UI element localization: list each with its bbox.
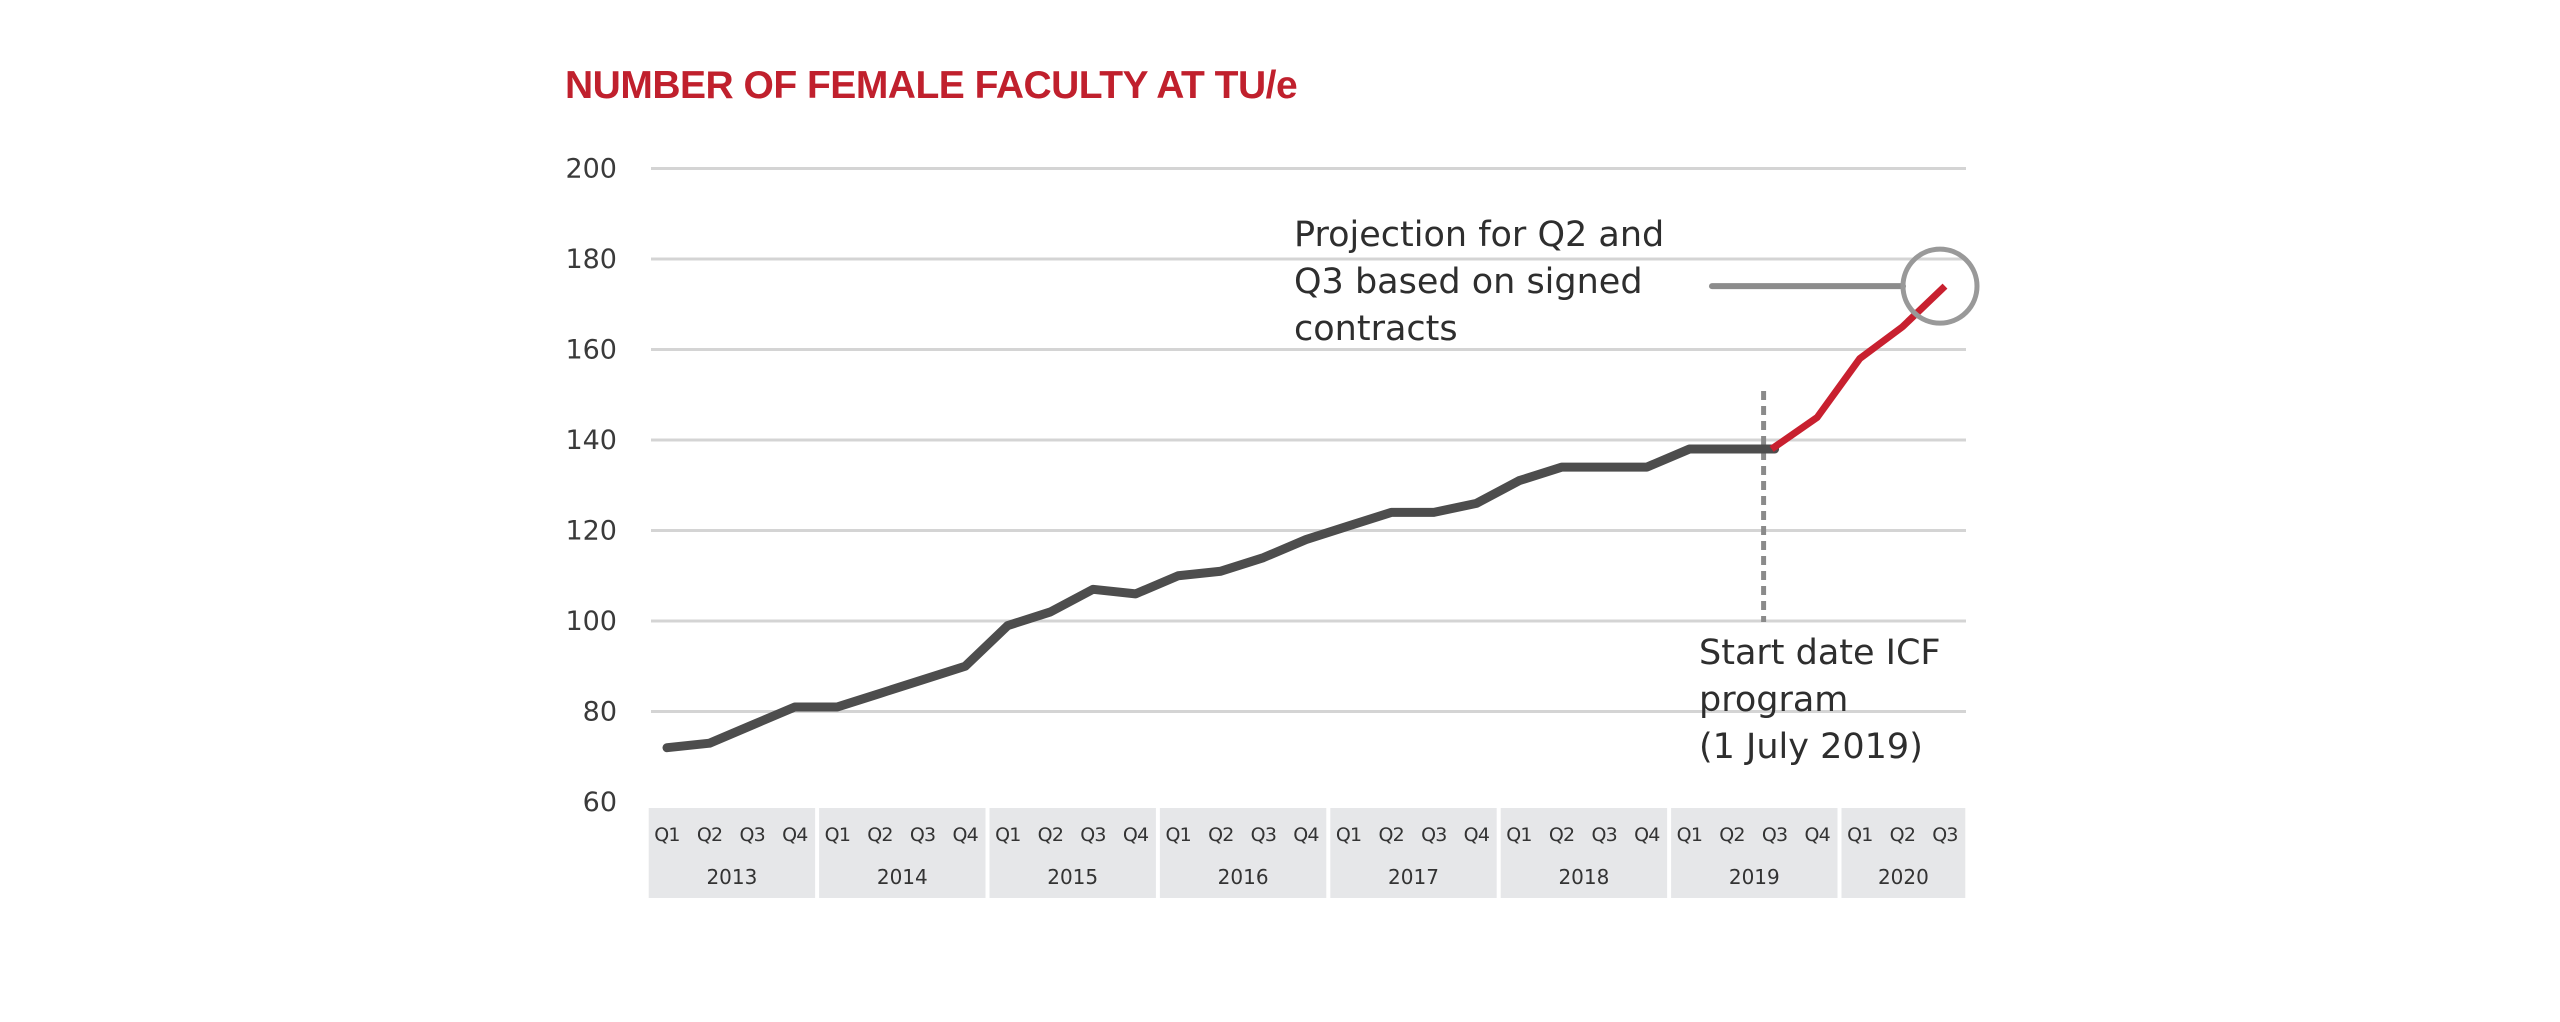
year-group-2014: Q1 Q2 Q3 Q4 2014: [819, 808, 986, 898]
series: [662, 283, 1948, 753]
year-box: [1671, 808, 1838, 898]
year-box: [1500, 808, 1668, 898]
quarter-tick-label: Q1: [825, 824, 850, 846]
quarter-tick-label: Q3: [1932, 824, 1957, 846]
y-tick-label: 140: [565, 425, 617, 456]
year-tick-label: 2013: [706, 865, 757, 889]
quarter-tick-label: Q4: [782, 824, 808, 846]
year-tick-label: 2016: [1218, 865, 1269, 889]
projection-annotation: Projection for Q2 and Q3 based on signed c…: [1294, 215, 1664, 349]
year-tick-label: 2014: [877, 865, 928, 889]
quarter-tick-label: Q3: [739, 824, 764, 846]
y-tick-label: 60: [583, 787, 617, 818]
quarter-tick-label: Q1: [1847, 824, 1872, 846]
y-tick-label: 160: [565, 335, 617, 366]
year-group-2019: Q1 Q2 Q3 Q4 2019: [1671, 808, 1838, 898]
y-tick-label: 120: [565, 516, 617, 547]
year-tick-label: 2019: [1729, 865, 1780, 889]
quarter-tick-label: Q4: [1464, 824, 1490, 846]
quarter-tick-label: Q3: [910, 824, 935, 846]
projection-annotation-line: Projection for Q2 and: [1294, 215, 1664, 255]
quarter-tick-label: Q1: [1165, 824, 1190, 846]
quarter-tick-label: Q2: [1208, 824, 1233, 846]
year-group-2017: Q1 Q2 Q3 Q4 2017: [1330, 808, 1497, 898]
year-tick-label: 2015: [1047, 865, 1098, 889]
year-group-2016: Q1 Q2 Q3 Q4 2016: [1159, 808, 1327, 898]
y-tick-label: 100: [565, 606, 617, 637]
projection-annotation-line: Q3 based on signed: [1294, 262, 1643, 302]
quarter-tick-label: Q2: [1038, 824, 1063, 846]
quarter-tick-label: Q2: [697, 824, 722, 846]
year-box: [989, 808, 1156, 898]
year-tick-label: 2018: [1558, 865, 1609, 889]
series-line-actual: [662, 444, 1780, 753]
y-tick-label: 200: [565, 154, 617, 185]
y-tick-label: 80: [583, 697, 617, 728]
y-tick-label: 180: [565, 244, 617, 275]
quarter-tick-label: Q2: [1719, 824, 1744, 846]
icf-start-annotation-line: Start date ICF: [1699, 633, 1941, 673]
gridlines: [651, 167, 1966, 713]
icf-start-annotation-line: (1 July 2019): [1699, 727, 1923, 767]
quarter-tick-label: Q2: [1890, 824, 1915, 846]
year-tick-label: 2017: [1388, 865, 1439, 889]
y-axis-ticks: 60 80 100 120 140 160 180 200: [565, 154, 617, 819]
quarter-tick-label: Q1: [1506, 824, 1531, 846]
year-box: [1159, 808, 1327, 898]
year-group-2015: Q1 Q2 Q3 Q4 2015: [989, 808, 1156, 898]
series-line-projection: [1769, 283, 1948, 452]
icf-start-annotation-line: program: [1699, 680, 1848, 720]
quarter-tick-label: Q3: [1591, 824, 1616, 846]
quarter-tick-label: Q2: [867, 824, 892, 846]
quarter-tick-label: Q4: [952, 824, 978, 846]
quarter-tick-label: Q2: [1378, 824, 1403, 846]
quarter-tick-label: Q1: [1336, 824, 1361, 846]
quarter-tick-label: Q3: [1762, 824, 1787, 846]
callout-circle: [1900, 246, 1980, 326]
year-box: [1330, 808, 1497, 898]
year-group-2018: Q1 Q2 Q3 Q4 2018: [1500, 808, 1668, 898]
quarter-tick-label: Q3: [1251, 824, 1276, 846]
quarter-tick-label: Q2: [1549, 824, 1574, 846]
quarter-tick-label: Q1: [995, 824, 1020, 846]
projection-annotation-line: contracts: [1294, 309, 1458, 349]
year-box: [648, 808, 816, 898]
projection-callout: [1709, 246, 1980, 326]
quarter-tick-label: Q1: [1677, 824, 1702, 846]
chart-title: NUMBER OF FEMALE FACULTY AT TU/e: [565, 64, 1297, 107]
annotations: Projection for Q2 and Q3 based on signed c…: [1294, 215, 1941, 767]
quarter-tick-label: Q4: [1804, 824, 1830, 846]
year-group-2013: Q1 Q2 Q3 Q4 2013: [648, 808, 816, 898]
quarter-tick-label: Q4: [1634, 824, 1660, 846]
quarter-tick-label: Q1: [654, 824, 679, 846]
year-tick-label: 2020: [1878, 865, 1929, 889]
year-box: [819, 808, 986, 898]
quarter-tick-label: Q4: [1293, 824, 1319, 846]
quarter-tick-label: Q4: [1123, 824, 1149, 846]
year-box: [1841, 808, 1966, 898]
quarter-tick-label: Q3: [1421, 824, 1446, 846]
quarter-tick-label: Q3: [1080, 824, 1105, 846]
icf-start-annotation: Start date ICF program (1 July 2019): [1699, 633, 1941, 767]
x-axis: Q1 Q2 Q3 Q4 2013 Q1 Q2 Q3 Q4 2014 Q1 Q2 Q3 Q4 2015 Q1 Q2…: [648, 808, 1966, 898]
